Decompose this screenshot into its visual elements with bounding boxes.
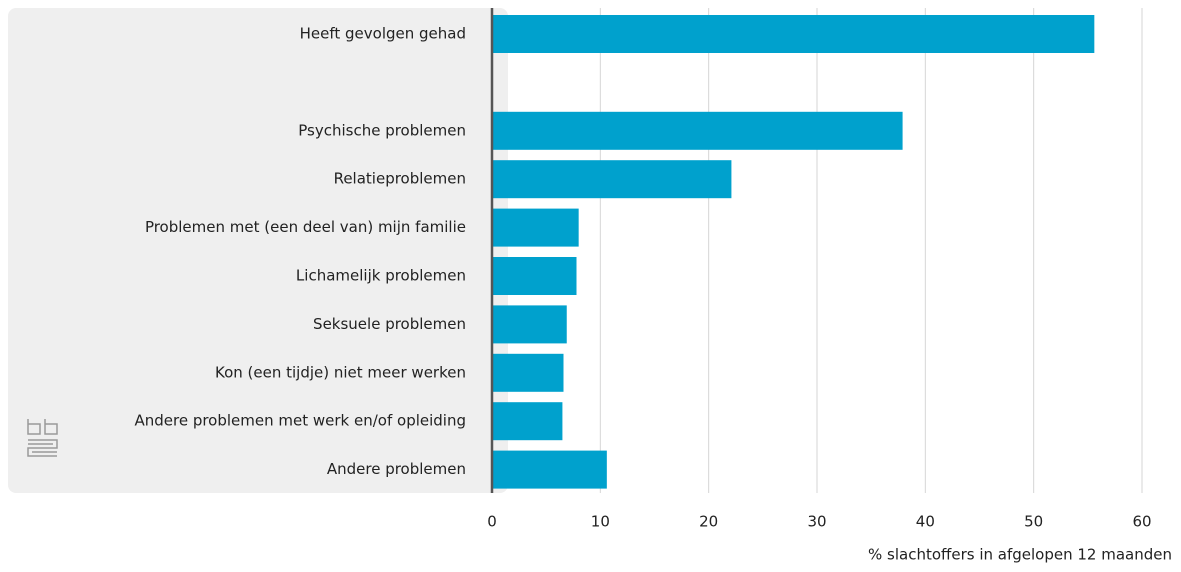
- x-axis-label: % slachtoffers in afgelopen 12 maanden: [868, 546, 1172, 564]
- bar: [492, 160, 732, 199]
- y-tick-label: Psychische problemen: [298, 121, 466, 139]
- bar: [492, 208, 579, 247]
- logo: [27, 419, 58, 457]
- y-tick-label: Andere problemen met werk en/of opleidin…: [134, 412, 466, 430]
- bar: [492, 402, 563, 441]
- x-tick-label: 40: [916, 513, 935, 531]
- bar: [492, 450, 607, 489]
- bar: [492, 111, 903, 150]
- x-tick-label: 10: [591, 513, 610, 531]
- bar: [492, 257, 577, 295]
- y-tick-label: Lichamelijk problemen: [296, 267, 466, 285]
- y-tick-label: Andere problemen: [327, 460, 466, 478]
- x-tick-label: 20: [699, 513, 718, 531]
- y-tick-label: Heeft gevolgen gehad: [300, 25, 466, 43]
- y-tick-label: Kon (een tijdje) niet meer werken: [215, 363, 466, 381]
- y-tick-label: Seksuele problemen: [313, 315, 466, 333]
- x-tick-label: 50: [1024, 513, 1043, 531]
- bar: [492, 305, 567, 344]
- x-tick-label: 0: [487, 513, 497, 531]
- bar: [492, 353, 564, 392]
- y-tick-label: Relatieproblemen: [334, 170, 466, 188]
- x-tick-label: 60: [1132, 513, 1151, 531]
- y-tick-label: Problemen met (een deel van) mijn famili…: [145, 218, 466, 236]
- label-panel: [8, 8, 508, 493]
- x-tick-label: 30: [807, 513, 826, 531]
- bar: [492, 15, 1095, 53]
